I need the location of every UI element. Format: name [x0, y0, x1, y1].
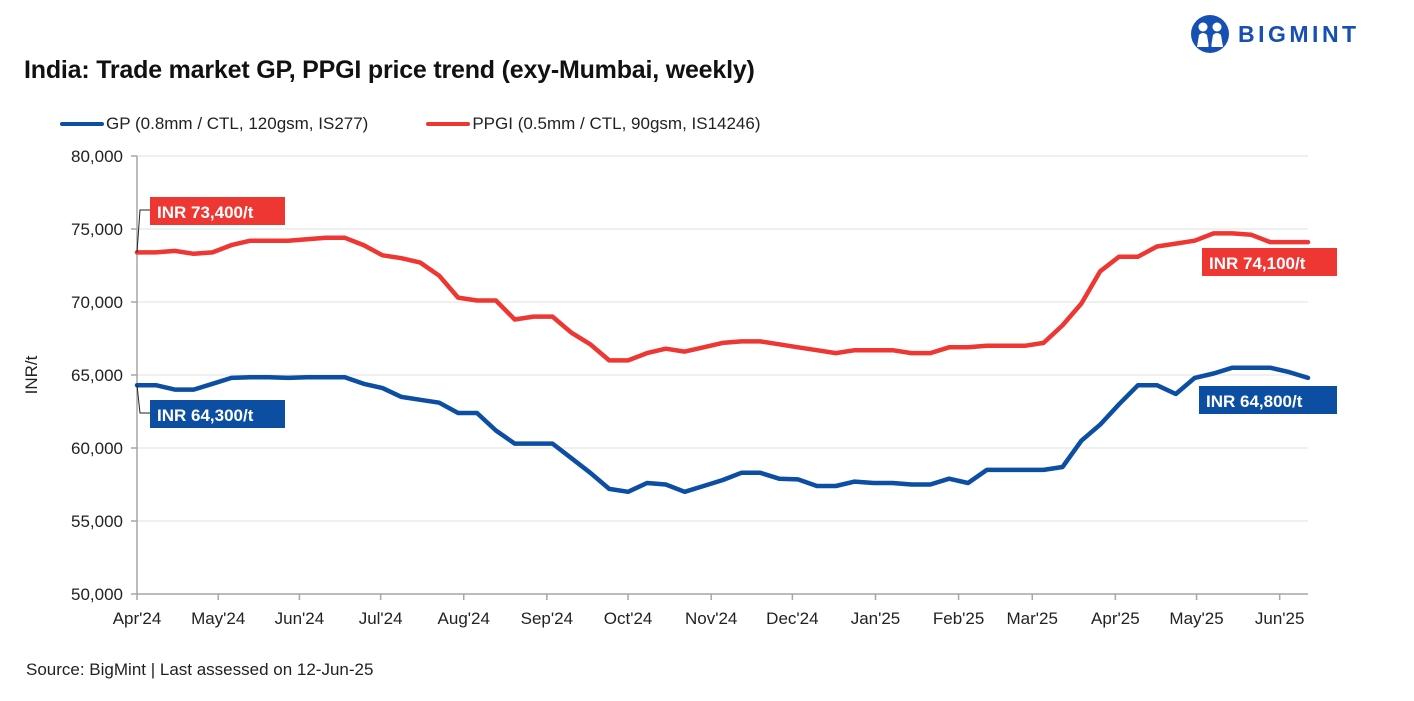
- callout-ppgi-end-box: [1202, 248, 1337, 276]
- y-axis-label: INR/t: [22, 355, 41, 394]
- legend: GP (0.8mm / CTL, 120gsm, IS277) PPGI (0.…: [60, 114, 819, 134]
- legend-swatch-ppgi: [426, 122, 471, 126]
- source-note: Source: BigMint | Last assessed on 12-Ju…: [26, 660, 374, 679]
- x-tick-label: May'25: [1169, 609, 1223, 628]
- y-axis: 50,000 55,000 60,000 65,000 70,000 75,000 80,0…: [71, 147, 138, 604]
- callout-gp-start-box: [150, 400, 285, 428]
- legend-swatch-gp: [60, 122, 104, 126]
- y-tick-label: 55,000: [71, 512, 123, 531]
- callout-gp-end-box: [1199, 386, 1337, 414]
- callout-leader-gp-start: [136, 385, 151, 414]
- bigmint-people-icon: [1191, 15, 1229, 53]
- callout-gp-end-text: INR 64,800/t: [1206, 392, 1303, 411]
- legend-label-ppgi: PPGI (0.5mm / CTL, 90gsm, IS14246): [472, 114, 761, 133]
- y-tick-label: 65,000: [71, 366, 123, 385]
- y-tick-label: 70,000: [71, 293, 123, 312]
- x-tick-label: Sep'24: [521, 609, 573, 628]
- y-tick-label: 80,000: [71, 147, 123, 166]
- legend-item-gp: GP (0.8mm / CTL, 120gsm, IS277): [60, 114, 368, 134]
- callout-ppgi-start-text: INR 73,400/t: [157, 203, 254, 222]
- y-tick-label: 50,000: [71, 585, 123, 604]
- x-tick-label: Mar'25: [1007, 609, 1058, 628]
- x-axis: Apr'24 May'24 Jun'24 Jul'24 Aug'24 Sep'24 Oct'…: [113, 593, 1308, 628]
- x-tick-label: Apr'25: [1091, 609, 1140, 628]
- chart-title: India: Trade market GP, PPGI price trend…: [24, 56, 755, 84]
- legend-label-gp: GP (0.8mm / CTL, 120gsm, IS277): [106, 114, 369, 133]
- x-tick-label: Aug'24: [438, 609, 490, 628]
- x-tick-label: Dec'24: [766, 609, 818, 628]
- callouts: INR 73,400/t INR 64,300/t INR 74,100/t INR …: [136, 197, 1337, 428]
- x-tick-label: Jul'24: [359, 609, 403, 628]
- legend-item-ppgi: PPGI (0.5mm / CTL, 90gsm, IS14246): [426, 114, 761, 134]
- x-tick-label: Jun'25: [1255, 609, 1305, 628]
- x-tick-label: Jan'25: [851, 609, 901, 628]
- series-line-ppgi: [134, 231, 1311, 363]
- x-tick-label: May'24: [191, 609, 245, 628]
- series-line-gp: [134, 365, 1311, 495]
- x-tick-label: Oct'24: [604, 609, 653, 628]
- callout-leader-ppgi-start: [136, 209, 151, 253]
- x-tick-label: Apr'24: [113, 609, 162, 628]
- y-tick-label: 60,000: [71, 439, 123, 458]
- x-tick-label: Jun'24: [275, 609, 325, 628]
- gridlines: [137, 155, 1308, 522]
- series-lines: [134, 231, 1311, 495]
- y-tick-label: 75,000: [71, 220, 123, 239]
- callout-ppgi-start-box: [150, 197, 285, 225]
- x-tick-label: Feb'25: [933, 609, 984, 628]
- x-tick-label: Nov'24: [685, 609, 737, 628]
- brand-logo: BIGMINT: [1190, 14, 1360, 54]
- callout-ppgi-end-text: INR 74,100/t: [1209, 254, 1306, 273]
- brand-name: BIGMINT: [1238, 20, 1360, 47]
- callout-gp-start-text: INR 64,300/t: [157, 406, 254, 425]
